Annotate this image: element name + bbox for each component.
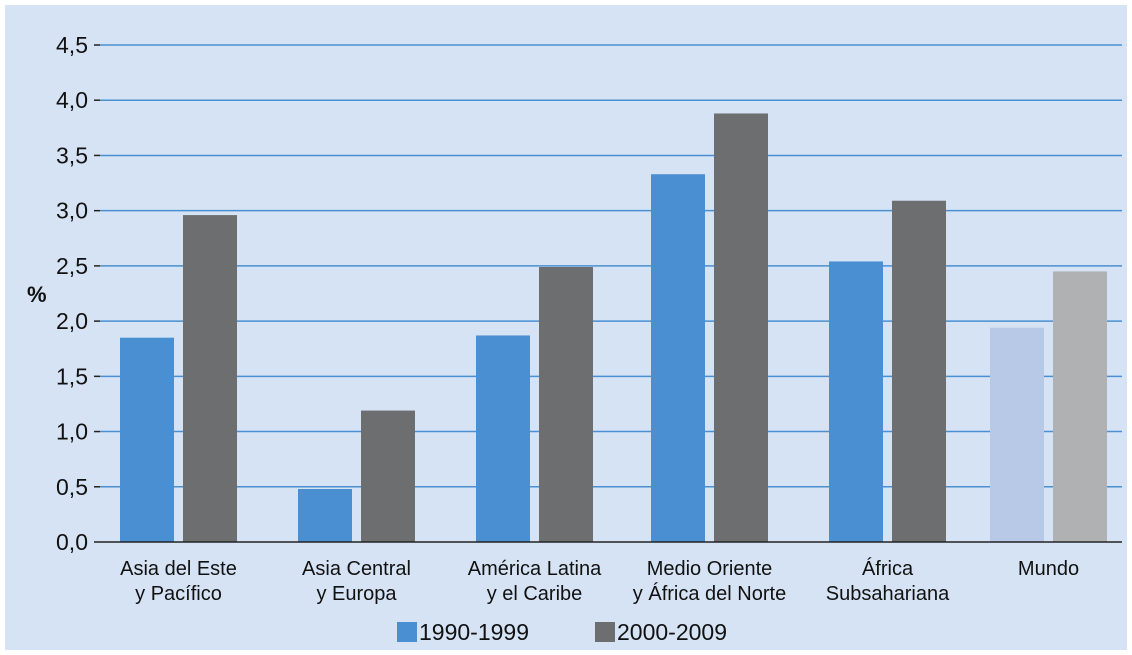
y-tick-label: 3,0 <box>56 198 88 224</box>
bar-1990-1999-5 <box>990 327 1044 542</box>
x-category-label: y África del Norte <box>633 582 786 605</box>
bar-1990-1999-0 <box>120 337 174 542</box>
x-category-label: Subsahariana <box>826 583 950 605</box>
y-axis-ticks: 0,0 0,5 1,0 1,5 2,0 2,5 3,0 3,5 4,0 4,5 <box>56 32 100 555</box>
y-tick-label: 2,0 <box>56 308 88 334</box>
bar-1990-1999-2 <box>476 335 530 542</box>
x-category-label: Medio Oriente <box>647 558 773 580</box>
x-axis-categories: Asia del Este y Pacífico Asia Central y Eur… <box>120 557 1079 605</box>
bar-2000-2009-0 <box>183 215 237 542</box>
y-axis-label: % <box>27 282 47 307</box>
y-tick-label: 4,0 <box>56 87 88 113</box>
bars <box>120 113 1107 542</box>
bar-1990-1999-3 <box>651 174 705 542</box>
y-tick-label: 0,5 <box>56 474 88 500</box>
legend-label: 2000-2009 <box>617 619 727 645</box>
x-category-label: y el Caribe <box>487 583 583 605</box>
bar-chart: 0,0 0,5 1,0 1,5 2,0 2,5 3,0 3,5 4,0 4,5 % Asia de… <box>27 32 1122 645</box>
y-tick-label: 4,5 <box>56 32 88 58</box>
legend-swatch <box>397 622 417 642</box>
chart-panel: 0,0 0,5 1,0 1,5 2,0 2,5 3,0 3,5 4,0 4,5 % Asia de… <box>5 5 1127 650</box>
gridlines <box>100 44 1122 488</box>
bar-1990-1999-4 <box>829 261 883 542</box>
y-tick-label: 1,5 <box>56 363 88 389</box>
x-category-label: Asia Central <box>302 558 411 580</box>
x-category-label: Asia del Este <box>120 558 237 580</box>
x-category-label: y Pacífico <box>135 583 222 605</box>
legend-swatch <box>595 622 615 642</box>
bar-2000-2009-4 <box>892 200 946 542</box>
x-category-label: y Europa <box>316 583 397 605</box>
y-tick-label: 3,5 <box>56 142 88 168</box>
y-tick-label: 2,5 <box>56 253 88 279</box>
x-category-label: Mundo <box>1018 558 1079 580</box>
x-category-label: América Latina <box>468 558 602 580</box>
bar-2000-2009-5 <box>1053 271 1107 542</box>
y-tick-label: 1,0 <box>56 419 88 445</box>
legend: 1990-1999 2000-2009 <box>397 619 727 645</box>
x-category-label: África <box>862 557 914 580</box>
y-tick-label: 0,0 <box>56 529 88 555</box>
bar-2000-2009-2 <box>539 266 593 542</box>
legend-label: 1990-1999 <box>419 619 529 645</box>
bar-1990-1999-1 <box>298 488 352 542</box>
bar-2000-2009-3 <box>714 113 768 542</box>
bar-2000-2009-1 <box>361 410 415 542</box>
